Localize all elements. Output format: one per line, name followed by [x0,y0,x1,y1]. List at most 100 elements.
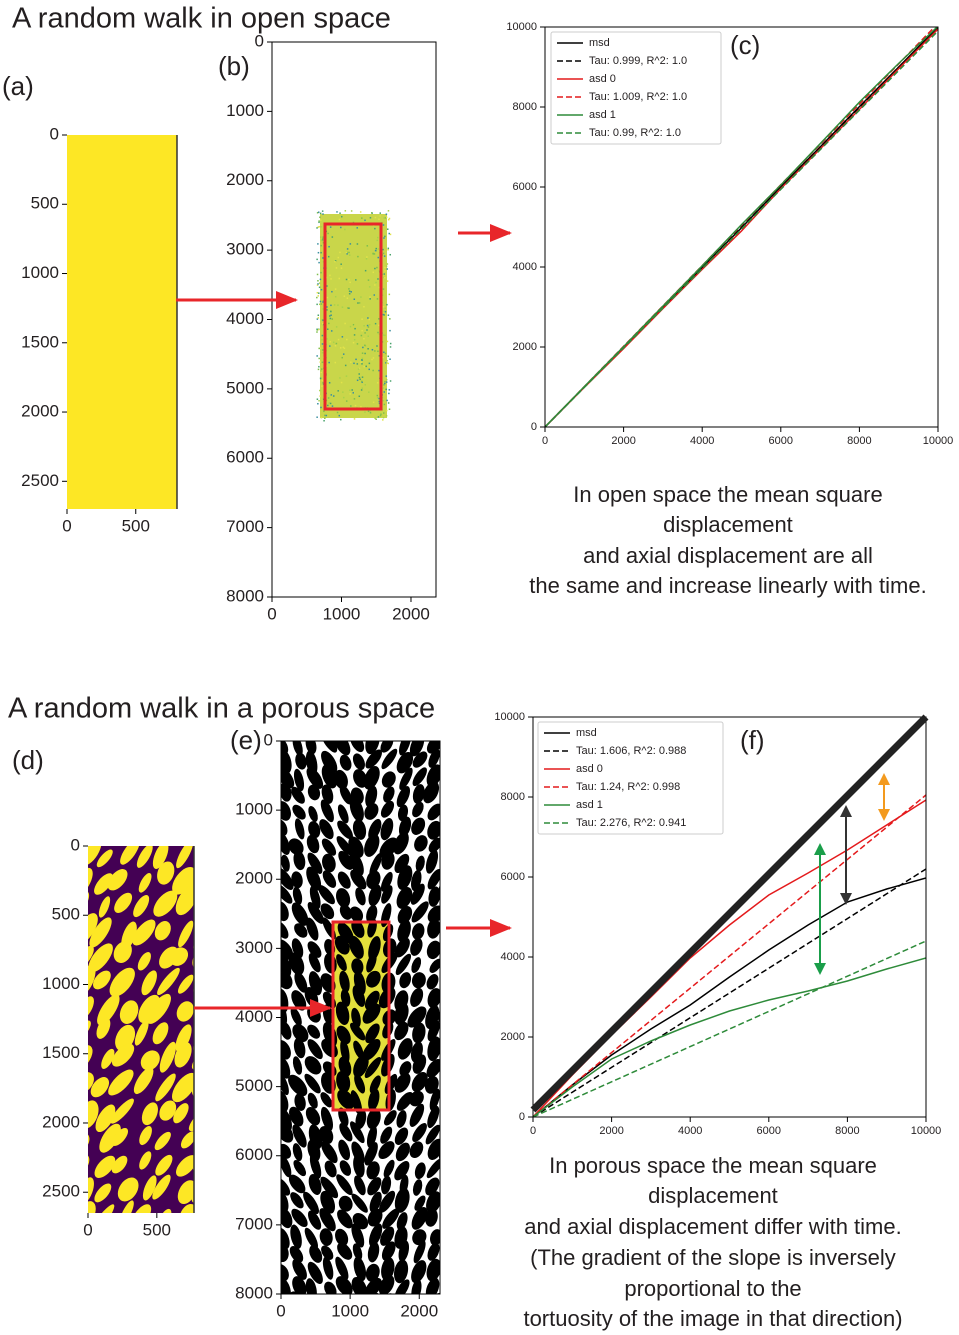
line-series [533,957,926,1117]
texture [110,1098,134,1124]
texture [153,890,178,917]
texture [307,1210,322,1230]
texture [336,411,339,414]
texture [437,1121,459,1146]
texture [90,1077,110,1098]
line-series [533,940,926,1117]
texture [111,1155,128,1174]
texture [384,235,386,238]
texture [316,398,319,400]
texture [387,402,390,404]
texture [334,769,348,790]
texture [322,261,325,263]
texture [410,938,423,956]
texture [440,837,457,856]
texture [380,871,393,892]
texture [355,887,366,906]
texture [316,211,319,214]
texture [361,318,363,320]
texture [364,219,366,222]
texture [352,392,355,394]
texture [376,382,379,384]
texture [141,1102,158,1126]
texture [344,228,346,231]
texture [389,346,392,348]
texture [399,972,412,989]
texture [383,786,395,803]
texture [134,1020,149,1046]
texture [89,917,112,948]
texture [361,359,363,361]
texture [305,1107,321,1126]
texture [322,870,337,888]
texture [337,338,340,341]
texture [346,338,348,341]
texture [410,987,424,1008]
texture [351,389,353,391]
texture [305,1278,317,1294]
y-tick-label: 1000 [42,974,80,993]
texture [380,800,395,818]
texture [340,418,342,421]
texture [382,419,384,421]
texture [356,343,359,345]
texture [426,741,440,754]
texture [382,252,385,255]
texture [426,940,440,960]
texture [438,1192,457,1217]
texture [376,397,379,399]
texture [369,1191,382,1213]
texture [389,380,392,382]
texture [328,402,330,404]
texture [353,338,356,341]
texture [324,417,326,420]
texture [369,217,372,219]
texture [319,236,322,238]
texture [367,326,370,328]
texture [363,765,380,790]
texture [426,1059,440,1078]
caption-line: the same and increase linearly with time… [529,573,926,598]
x-tick-label: 0 [530,1125,536,1137]
texture [294,923,308,938]
texture [415,855,425,872]
y-tick-label: 6000 [501,871,525,883]
texture [317,283,319,285]
x-tick-label: 1000 [323,604,361,623]
texture [326,285,328,287]
texture [326,309,328,311]
texture [377,248,379,250]
plot-area [88,846,222,1213]
texture [376,298,379,300]
texture [322,1256,334,1280]
texture [382,356,384,359]
texture [338,414,341,417]
texture [353,362,355,365]
texture [316,227,318,229]
texture [380,1126,393,1144]
texture [386,303,388,306]
texture [281,884,293,904]
texture [365,741,380,755]
texture [197,1126,222,1154]
y-tick-label: 10000 [506,21,537,33]
texture [308,1173,322,1195]
texture [179,1203,194,1213]
texture [388,232,391,235]
texture [381,771,396,788]
texture [351,919,365,938]
texture [339,785,353,805]
texture [109,967,135,997]
texture [363,325,365,327]
texture [369,853,382,877]
texture [330,394,333,396]
texture [363,365,365,368]
texture [119,1000,139,1024]
texture [384,276,386,279]
texture [349,741,365,753]
texture [357,368,360,370]
panel-label: (c) [730,30,760,60]
texture [360,361,362,364]
texture [380,1226,395,1246]
y-tick-label: 2000 [513,341,537,353]
